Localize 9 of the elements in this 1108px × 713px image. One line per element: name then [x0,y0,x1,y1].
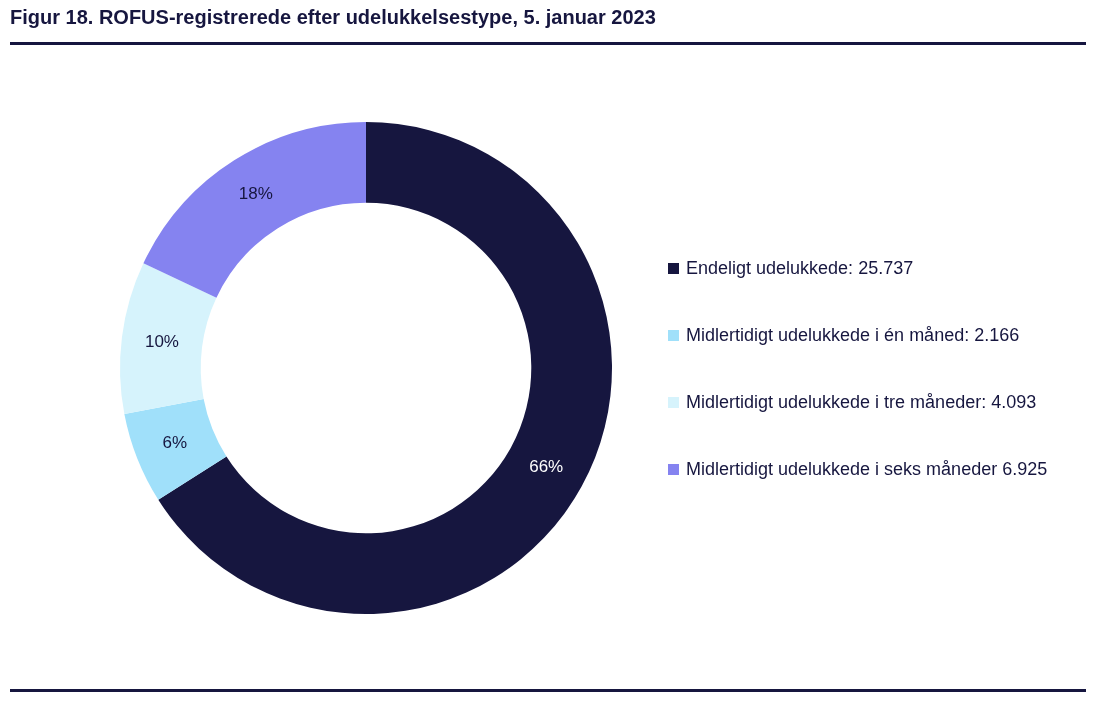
legend-label: Midlertidigt udelukkede i tre måneder: 4.093 [686,392,1037,413]
legend-label: Midlertidigt udelukkede i seks måneder 6.925 [686,459,1048,480]
legend-label: Midlertidigt udelukkede i én måned: 2.166 [686,325,1020,346]
data-label: 6% [162,433,188,453]
data-label: 10% [144,331,179,351]
legend-label: Endeligt udelukkede: 25.737 [686,258,914,279]
data-label: 66% [529,456,564,476]
data-label: 18% [238,184,273,204]
chart-title: Figur 18. ROFUS-registrerede efter udelukkelsestype, 5. januar 2023 [10,6,656,29]
